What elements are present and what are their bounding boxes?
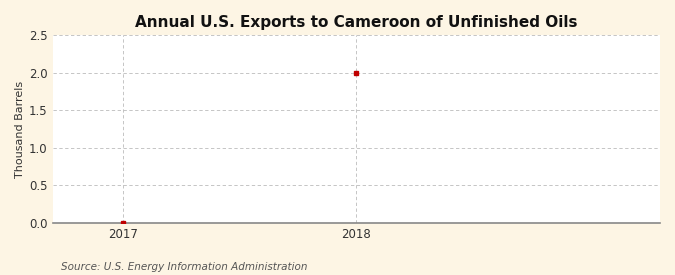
- Title: Annual U.S. Exports to Cameroon of Unfinished Oils: Annual U.S. Exports to Cameroon of Unfin…: [135, 15, 578, 30]
- Text: Source: U.S. Energy Information Administration: Source: U.S. Energy Information Administ…: [61, 262, 307, 272]
- Y-axis label: Thousand Barrels: Thousand Barrels: [15, 81, 25, 178]
